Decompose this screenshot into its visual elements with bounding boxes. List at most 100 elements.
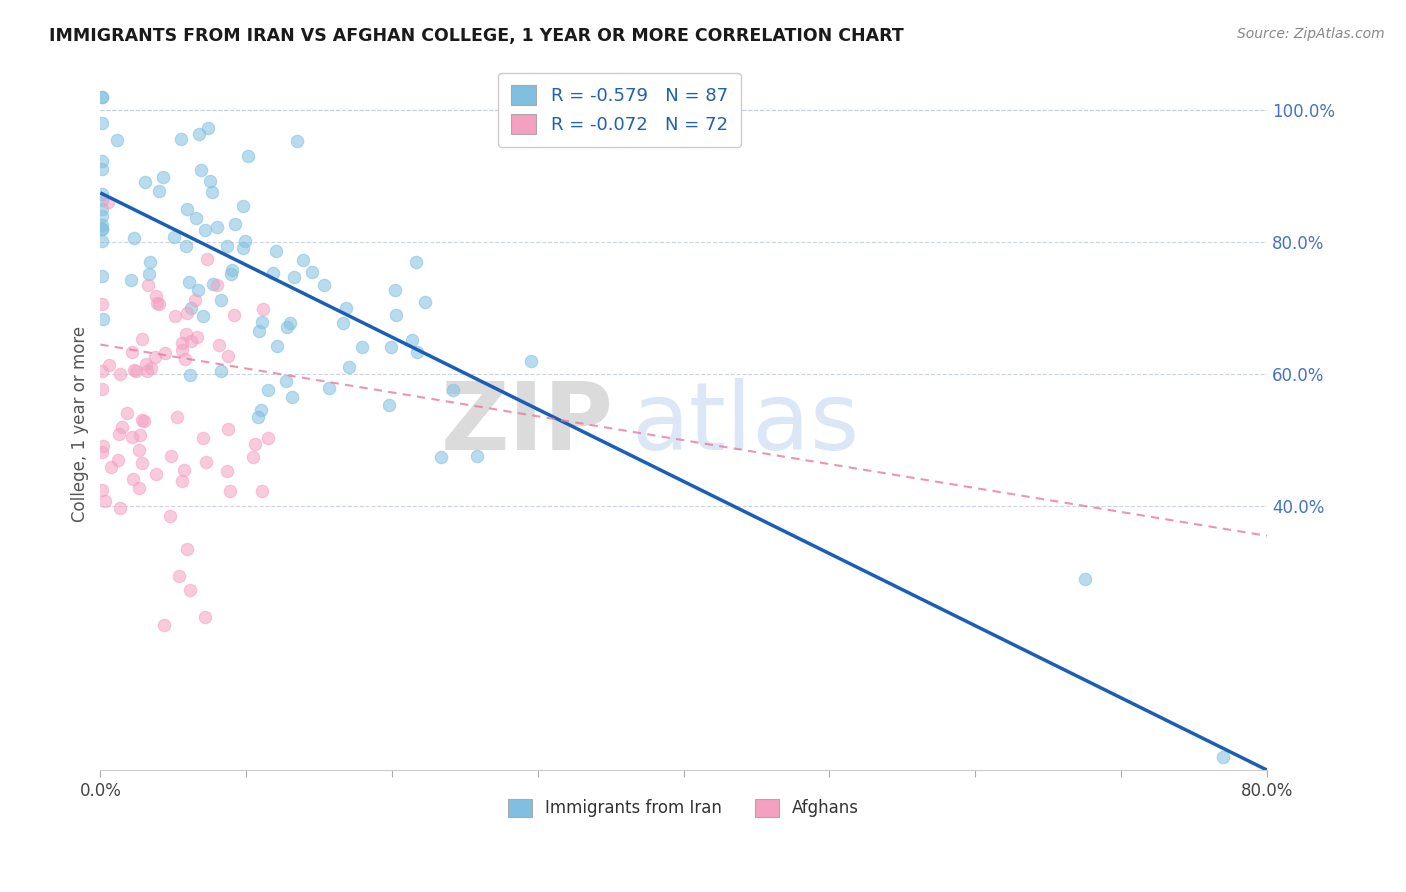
Point	[90, 116, 112, 130]
Point	[166, 410, 188, 425]
Point	[257, 431, 280, 445]
Point	[186, 330, 208, 344]
Point	[285, 134, 308, 148]
Point	[138, 268, 160, 282]
Point	[90, 90, 112, 104]
Point	[187, 127, 209, 141]
Point	[380, 340, 402, 354]
Point	[1073, 572, 1095, 586]
Point	[301, 265, 323, 279]
Point	[246, 409, 269, 424]
Point	[194, 610, 217, 624]
Point	[90, 90, 112, 104]
Point	[266, 339, 288, 353]
Point	[90, 209, 112, 223]
Point	[187, 284, 209, 298]
Point	[131, 332, 153, 346]
Point	[318, 381, 340, 395]
Point	[176, 202, 198, 216]
Point	[141, 360, 163, 375]
Point	[221, 267, 243, 281]
Point	[90, 222, 112, 236]
Point	[143, 350, 166, 364]
Point	[184, 211, 207, 226]
Point	[152, 169, 174, 184]
Point	[191, 309, 214, 323]
Point	[281, 390, 304, 404]
Point	[120, 273, 142, 287]
Point	[232, 198, 254, 212]
Point	[122, 363, 145, 377]
Point	[174, 326, 197, 341]
Point	[94, 493, 117, 508]
Point	[221, 262, 243, 277]
Point	[179, 275, 201, 289]
Point	[384, 283, 406, 297]
Point	[170, 336, 193, 351]
Point	[128, 443, 150, 458]
Point	[209, 293, 232, 307]
Point	[443, 383, 465, 397]
Point	[105, 133, 128, 147]
Point	[90, 364, 112, 378]
Point	[179, 583, 201, 598]
Point	[90, 162, 112, 177]
Point	[194, 454, 217, 468]
Point	[332, 316, 354, 330]
Point	[180, 301, 202, 315]
Point	[173, 463, 195, 477]
Point	[97, 358, 120, 372]
Point	[90, 483, 112, 497]
Point	[163, 309, 186, 323]
Point	[205, 277, 228, 292]
Point	[352, 340, 374, 354]
Point	[131, 456, 153, 470]
Point	[195, 252, 218, 266]
Point	[136, 277, 159, 292]
Point	[128, 481, 150, 495]
Point	[224, 217, 246, 231]
Point	[245, 436, 267, 450]
Point	[197, 121, 219, 136]
Point	[97, 194, 120, 209]
Point	[128, 428, 150, 442]
Point	[217, 349, 239, 363]
Point	[385, 308, 408, 322]
Point	[153, 346, 176, 360]
Point	[100, 459, 122, 474]
Point	[1212, 749, 1234, 764]
Point	[312, 278, 335, 293]
Point	[121, 430, 143, 444]
Text: Source: ZipAtlas.com: Source: ZipAtlas.com	[1237, 27, 1385, 41]
Point	[263, 266, 285, 280]
Point	[232, 241, 254, 255]
Point	[90, 193, 112, 207]
Point	[184, 293, 207, 308]
Point	[108, 367, 131, 381]
Point	[174, 239, 197, 253]
Point	[405, 255, 427, 269]
Point	[148, 184, 170, 198]
Point	[278, 316, 301, 330]
Point	[145, 467, 167, 482]
Point	[233, 234, 256, 248]
Point	[167, 569, 190, 583]
Point	[247, 324, 270, 338]
Point	[208, 338, 231, 352]
Point	[429, 450, 451, 464]
Point	[205, 220, 228, 235]
Text: IMMIGRANTS FROM IRAN VS AFGHAN COLLEGE, 1 YEAR OR MORE CORRELATION CHART: IMMIGRANTS FROM IRAN VS AFGHAN COLLEGE, …	[49, 27, 904, 45]
Point	[191, 431, 214, 445]
Point	[135, 364, 157, 378]
Point	[121, 344, 143, 359]
Point	[111, 419, 134, 434]
Point	[215, 238, 238, 252]
Point	[90, 221, 112, 235]
Point	[201, 277, 224, 292]
Point	[201, 186, 224, 200]
Point	[90, 444, 112, 458]
Point	[90, 186, 112, 201]
Point	[200, 174, 222, 188]
Point	[107, 453, 129, 467]
Point	[121, 472, 143, 486]
